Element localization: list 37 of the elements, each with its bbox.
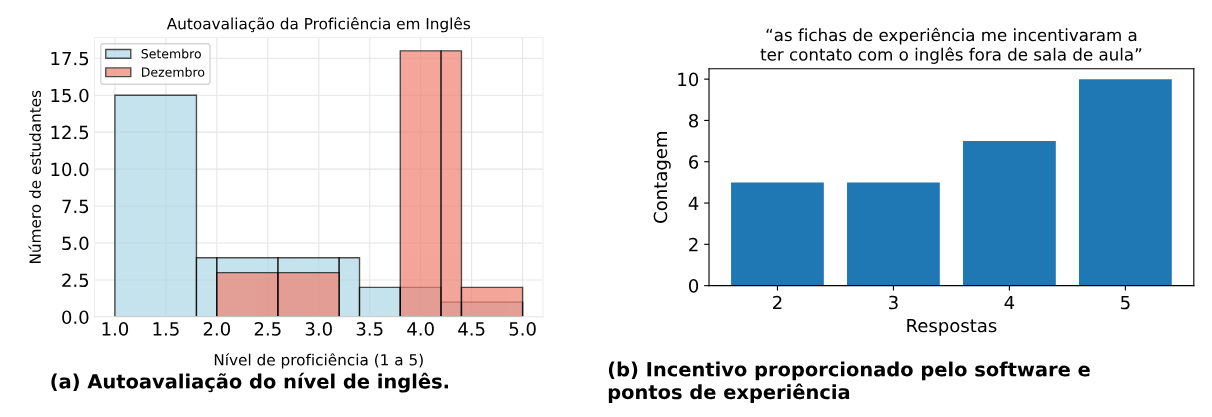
x-tick-label: 2	[773, 295, 782, 310]
x-tick-label: 2.0	[203, 322, 230, 336]
x-axis-title: Respostas	[907, 318, 997, 336]
x-tick-label: 5.0	[509, 322, 536, 336]
x-axis-title: Nível de proficiência (1 a 5)	[214, 353, 423, 369]
text: (a) Autoavaliação do nível de inglês.	[51, 372, 449, 393]
chart-title: Autoavaliação da Proficiência em Inglês	[166, 16, 471, 33]
x-tick-label: 1.0	[102, 322, 129, 336]
x-tick-label: 1.5	[153, 322, 179, 336]
x-tick-label: 4.0	[407, 322, 434, 336]
y-tick-label: 2.5	[62, 273, 89, 288]
legend-label: Setembro	[141, 48, 201, 59]
x-tick-label: 2.5	[254, 322, 281, 336]
y-tick-label: 6	[689, 155, 699, 169]
y-tick-label: 10	[678, 72, 699, 87]
y-tick-label: 15.0	[51, 88, 89, 103]
x-tick-label: 4	[1004, 295, 1015, 310]
x-tick-label: 4.5	[458, 322, 485, 336]
y-tick-label: 8	[689, 113, 699, 128]
y-tick-label: 5.0	[62, 236, 89, 251]
x-tick-label: 3	[889, 295, 898, 310]
text: (b) Incentivo proporcionado pelo software e pontos de experiência	[608, 361, 1090, 404]
y-tick-label: 0.0	[62, 310, 89, 325]
y-axis-title: Contagem	[653, 132, 671, 223]
y-axis-title: Número de estudantes	[28, 90, 41, 264]
x-tick-label: 5	[1121, 295, 1130, 310]
y-tick-label: 0	[689, 279, 699, 293]
y-tick-label: 7.5	[62, 199, 89, 214]
y-tick-label: 4	[688, 196, 699, 210]
chart-title: “as fichas de experiência me incentivaram a ter contato com o inglês fora de sala de aula”	[760, 27, 1142, 64]
y-tick-label: 10.0	[51, 162, 89, 177]
y-tick-label: 12.5	[51, 125, 89, 140]
y-tick-label: 2	[689, 237, 698, 252]
x-tick-label: 3.5	[356, 322, 383, 336]
legend-label: Dezembro	[142, 67, 205, 77]
y-tick-label: 17.5	[51, 51, 89, 66]
x-tick-label: 3.0	[305, 322, 332, 336]
